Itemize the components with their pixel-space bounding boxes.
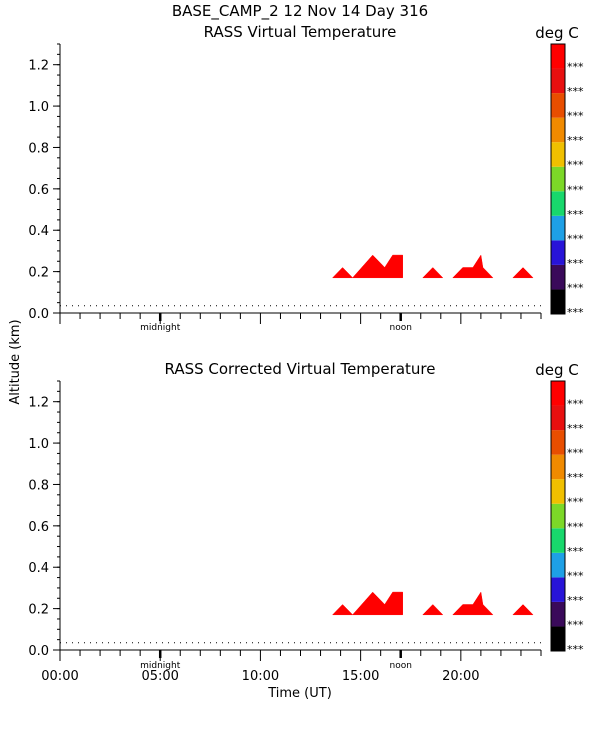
y-tick-label: 0.4 [28, 561, 49, 576]
colorbar-label: *** [567, 471, 584, 484]
colorbar-label: *** [567, 447, 584, 460]
colorbar-label: *** [567, 594, 584, 607]
chart-panel: RASS Corrected Virtual Temperature deg C 0… [28, 360, 584, 684]
y-tick-label: 0.6 [28, 183, 49, 198]
colorbar-label: *** [567, 422, 584, 435]
colorbar-label: *** [567, 61, 584, 74]
colorbar-label: *** [567, 643, 584, 656]
colorbar-segment [551, 405, 565, 431]
colorbar-label: *** [567, 496, 584, 509]
data-region [352, 254, 403, 279]
chart-title: RASS Corrected Virtual Temperature [165, 360, 436, 378]
colorbar-segment [551, 93, 565, 118]
x-tick-label: 15:00 [342, 669, 379, 684]
colorbar-segment [551, 479, 565, 504]
x-axis-label: Time (UT) [267, 686, 332, 701]
chart-title: RASS Virtual Temperature [204, 23, 397, 41]
data-region [512, 267, 534, 279]
y-axis-label: Altitude (km) [8, 319, 23, 404]
y-tick-label: 1.0 [28, 100, 49, 115]
colorbar-label: *** [567, 183, 584, 196]
data-region [352, 591, 403, 616]
data-region [452, 254, 494, 279]
colorbar-segment [551, 215, 565, 241]
data-region [422, 267, 444, 279]
colorbar-frame [550, 380, 566, 652]
colorbar-segment [551, 430, 565, 455]
colorbar-segment [551, 289, 565, 314]
colorbar-segment [551, 552, 565, 578]
midnight-label: midnight [140, 661, 181, 671]
colorbar-label: *** [567, 257, 584, 270]
data-region [422, 604, 444, 616]
colorbar-segment [551, 626, 565, 651]
colorbar-label: *** [567, 110, 584, 123]
colorbar-frame [550, 43, 566, 315]
x-tick-label: 05:00 [141, 669, 178, 684]
colorbar-unit: deg C [535, 361, 579, 379]
y-tick-label: 0.0 [28, 644, 49, 659]
colorbar-segment [551, 68, 565, 94]
chart-panels: RASS Virtual Temperature deg C 0.0 0.2 0.4 0.… [28, 23, 584, 684]
data-region [452, 591, 494, 616]
colorbar-segment [551, 503, 565, 529]
colorbar-label: *** [567, 545, 584, 558]
colorbar-label: *** [567, 208, 584, 221]
y-tick-label: 0.2 [28, 266, 49, 281]
y-tick-label: 1.0 [28, 437, 49, 452]
colorbar-segment [551, 191, 565, 216]
x-tick-label: 20:00 [442, 669, 479, 684]
y-tick-label: 1.2 [28, 59, 49, 74]
colorbar-label: *** [567, 281, 584, 294]
colorbar-unit: deg C [535, 24, 579, 42]
y-tick-label: 0.4 [28, 224, 49, 239]
x-tick-label: 10:00 [242, 669, 279, 684]
colorbar-segment [551, 240, 565, 265]
colorbar-label: *** [567, 85, 584, 98]
noon-label: noon [389, 323, 411, 333]
colorbar-label: *** [567, 569, 584, 582]
colorbar-label: *** [567, 520, 584, 533]
data-region [332, 267, 354, 279]
colorbar-segment [551, 577, 565, 602]
page-title: BASE_CAMP_2 12 Nov 14 Day 316 [172, 2, 428, 21]
y-tick-label: 0.8 [28, 141, 49, 156]
y-tick-label: 0.6 [28, 520, 49, 535]
data-region [332, 604, 354, 616]
colorbar-segment [551, 601, 565, 627]
colorbar-label: *** [567, 232, 584, 245]
colorbar-segment [551, 142, 565, 167]
y-tick-label: 1.2 [28, 396, 49, 411]
colorbar-label: *** [567, 398, 584, 411]
colorbar-label: *** [567, 618, 584, 631]
colorbar-segment [551, 381, 565, 406]
colorbar-segment [551, 166, 565, 192]
data-region [512, 604, 534, 616]
colorbar-segment [551, 528, 565, 553]
colorbar-segment [551, 117, 565, 143]
y-tick-label: 0.0 [28, 307, 49, 322]
noon-label: noon [389, 661, 411, 671]
colorbar-segment [551, 454, 565, 480]
colorbar-segment [551, 264, 565, 290]
y-tick-label: 0.8 [28, 478, 49, 493]
chart-panel: RASS Virtual Temperature deg C 0.0 0.2 0.4 0.… [28, 23, 584, 333]
colorbar-label: *** [567, 306, 584, 319]
y-tick-label: 0.2 [28, 603, 49, 618]
midnight-label: midnight [140, 323, 181, 333]
colorbar-label: *** [567, 134, 584, 147]
colorbar-label: *** [567, 159, 584, 172]
x-tick-label: 00:00 [41, 669, 78, 684]
colorbar-segment [551, 44, 565, 69]
